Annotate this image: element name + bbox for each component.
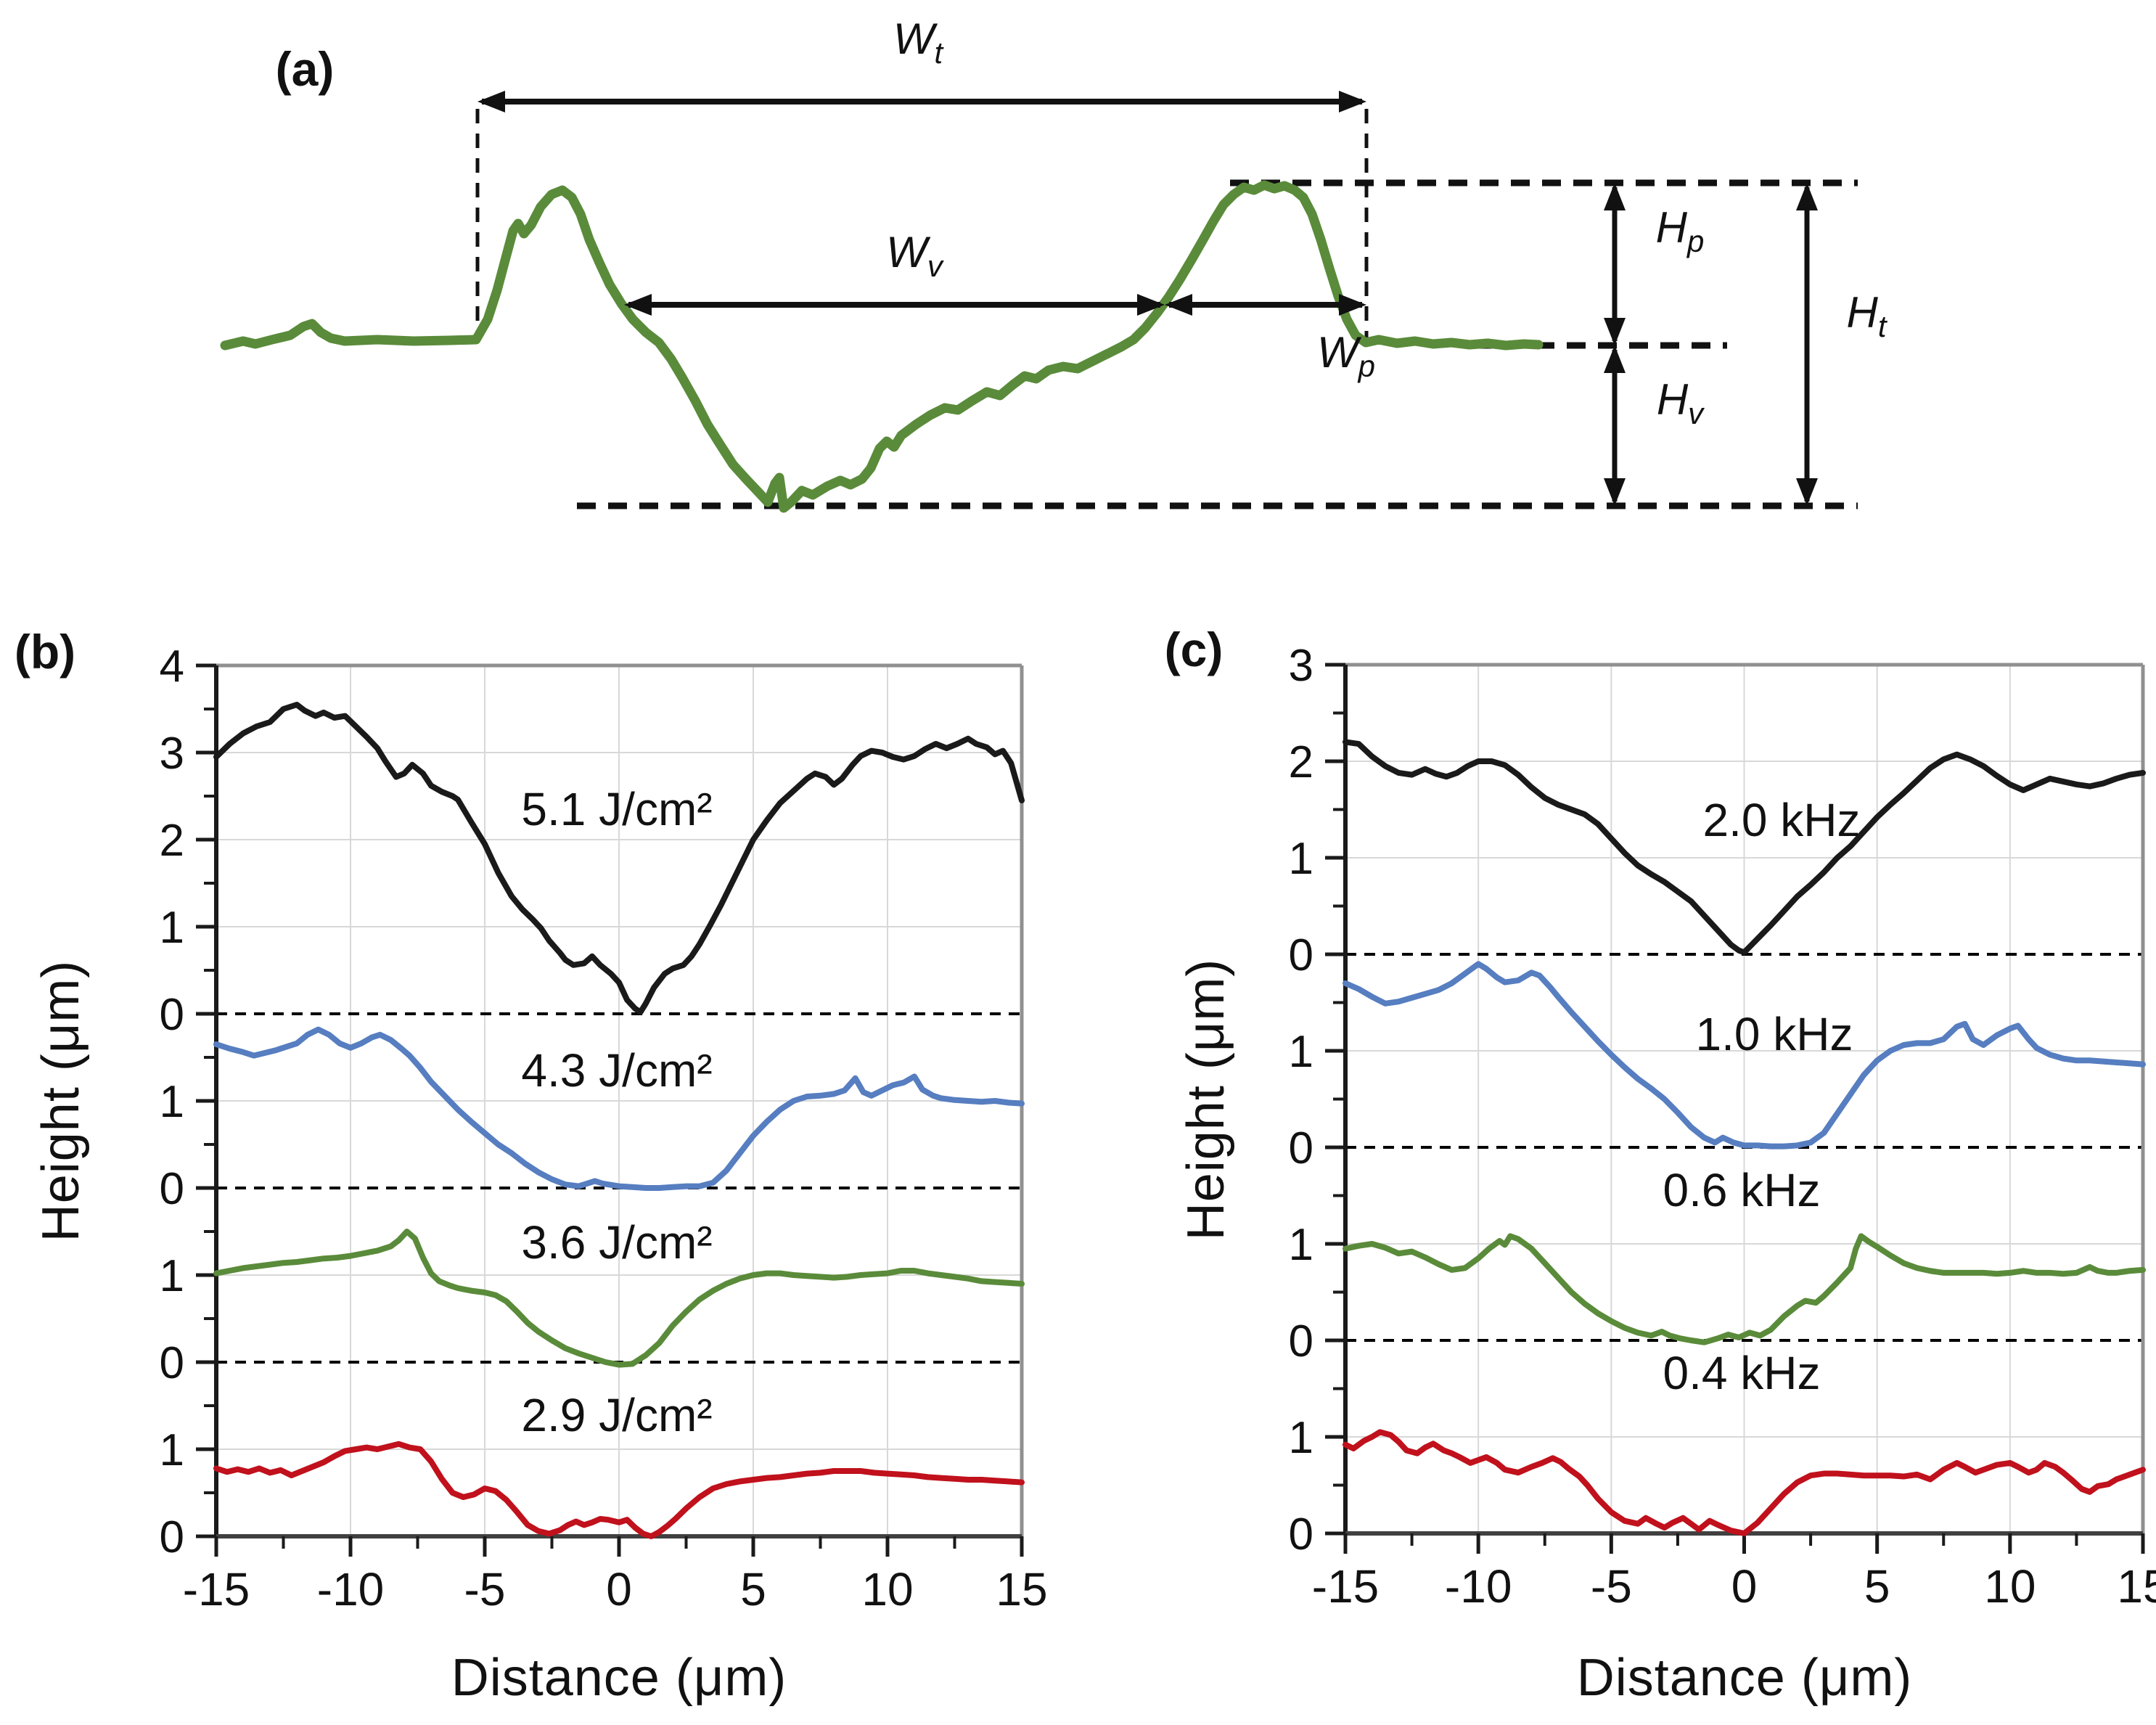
x-tick-label: 5 <box>740 1563 766 1615</box>
series-label: 4.3 J/cm² <box>521 1044 712 1097</box>
profile-curve-0-4-khz <box>1343 1429 2146 1536</box>
y-tick-label: 1 <box>1289 1027 1313 1077</box>
y-tick-label: 0 <box>160 1512 184 1562</box>
height-arrow-0-head-bottom <box>1604 318 1626 345</box>
dim-label-hv: Hv <box>1656 375 1704 430</box>
y-tick-label: 1 <box>1289 834 1313 884</box>
panel-b-x-axis-title: Distance (μm) <box>451 1649 787 1707</box>
dim-label-wt: Wt <box>893 15 943 70</box>
y-tick-label: 2 <box>160 816 184 866</box>
y-tick-label: 4 <box>160 642 184 692</box>
y-tick-label: 0 <box>1289 1316 1313 1367</box>
height-arrow-0-head-top <box>1604 183 1626 210</box>
y-tick-label: 1 <box>1289 1413 1313 1463</box>
dim-label-wv: Wv <box>886 228 943 283</box>
width-arrow-1-head-right <box>1137 294 1165 316</box>
height-arrow-2-head-bottom <box>1796 478 1818 506</box>
y-tick-label: 2 <box>1289 737 1313 787</box>
profile-curve-3-6-j-cm- <box>213 1229 1025 1368</box>
x-tick-label: 15 <box>996 1563 1047 1615</box>
panel-b-letter: (b) <box>14 625 76 679</box>
y-tick-label: 1 <box>1289 1220 1313 1270</box>
width-arrow-0-head-left <box>477 91 505 112</box>
y-tick-label: 3 <box>160 729 184 779</box>
x-tick-label: 15 <box>2117 1560 2156 1613</box>
y-tick-label: 3 <box>1289 641 1313 691</box>
width-arrow-0-head-right <box>1339 91 1366 112</box>
y-tick-label: 1 <box>160 1425 184 1475</box>
x-tick-label: 5 <box>1864 1560 1890 1613</box>
x-tick-label: -10 <box>1445 1560 1512 1613</box>
x-tick-label: -10 <box>317 1563 385 1615</box>
height-arrow-1-head-bottom <box>1604 478 1626 506</box>
profile-curve-4-3-j-cm- <box>213 1026 1025 1191</box>
width-arrow-1-head-left <box>624 294 652 316</box>
x-tick-label: 10 <box>861 1563 913 1615</box>
panel-c-x-axis-title: Distance (μm) <box>1576 1649 1913 1707</box>
x-tick-label: -15 <box>183 1563 250 1615</box>
series-label: 3.6 J/cm² <box>521 1216 712 1269</box>
dim-label-wp: Wp <box>1317 328 1375 383</box>
panel-a-letter: (a) <box>275 42 335 96</box>
y-tick-label: 0 <box>1289 1509 1313 1560</box>
profile-curve-0-6-khz <box>1343 1233 2146 1345</box>
series-label: 2.9 J/cm² <box>521 1389 712 1441</box>
height-arrow-1-head-top <box>1604 345 1626 373</box>
y-tick-label: 0 <box>160 990 184 1040</box>
series-label: 1.0 kHz <box>1696 1008 1853 1060</box>
panel-b-y-axis-title: Height (μm) <box>32 959 90 1242</box>
y-tick-label: 0 <box>160 1164 184 1214</box>
profile-curve-2-9-j-cm- <box>213 1441 1025 1539</box>
dim-label-ht: Ht <box>1846 288 1887 343</box>
panel-c-letter: (c) <box>1164 623 1223 676</box>
x-tick-label: -5 <box>464 1563 506 1615</box>
profile-curve-5-1-j-cm- <box>213 702 1025 1015</box>
profile-curve-1-0-khz <box>1343 961 2146 1150</box>
x-tick-label: 0 <box>606 1563 632 1615</box>
series-label: 5.1 J/cm² <box>521 783 712 835</box>
x-tick-label: 0 <box>1731 1560 1758 1613</box>
width-arrow-2-head-right <box>1339 294 1366 316</box>
schematic-profile-curve <box>220 180 1544 513</box>
y-tick-label: 1 <box>160 1251 184 1301</box>
y-tick-label: 0 <box>1289 1123 1313 1173</box>
series-label: 0.4 kHz <box>1663 1347 1821 1399</box>
y-tick-label: 0 <box>1289 930 1313 980</box>
y-tick-label: 1 <box>160 903 184 953</box>
width-arrow-2-head-left <box>1165 294 1192 316</box>
y-tick-label: 0 <box>160 1338 184 1388</box>
y-tick-label: 1 <box>160 1077 184 1127</box>
height-arrow-2-head-top <box>1796 183 1818 210</box>
x-tick-label: -5 <box>1591 1560 1632 1613</box>
panel-c-y-axis-title: Height (μm) <box>1177 958 1235 1241</box>
x-tick-label: -15 <box>1312 1560 1380 1613</box>
profile-curve-2-0-khz <box>1343 739 2146 956</box>
series-label: 2.0 kHz <box>1703 794 1861 846</box>
series-label: 0.6 kHz <box>1663 1164 1821 1216</box>
dim-label-hp: Hp <box>1655 203 1705 258</box>
x-tick-label: 10 <box>1984 1560 2036 1613</box>
